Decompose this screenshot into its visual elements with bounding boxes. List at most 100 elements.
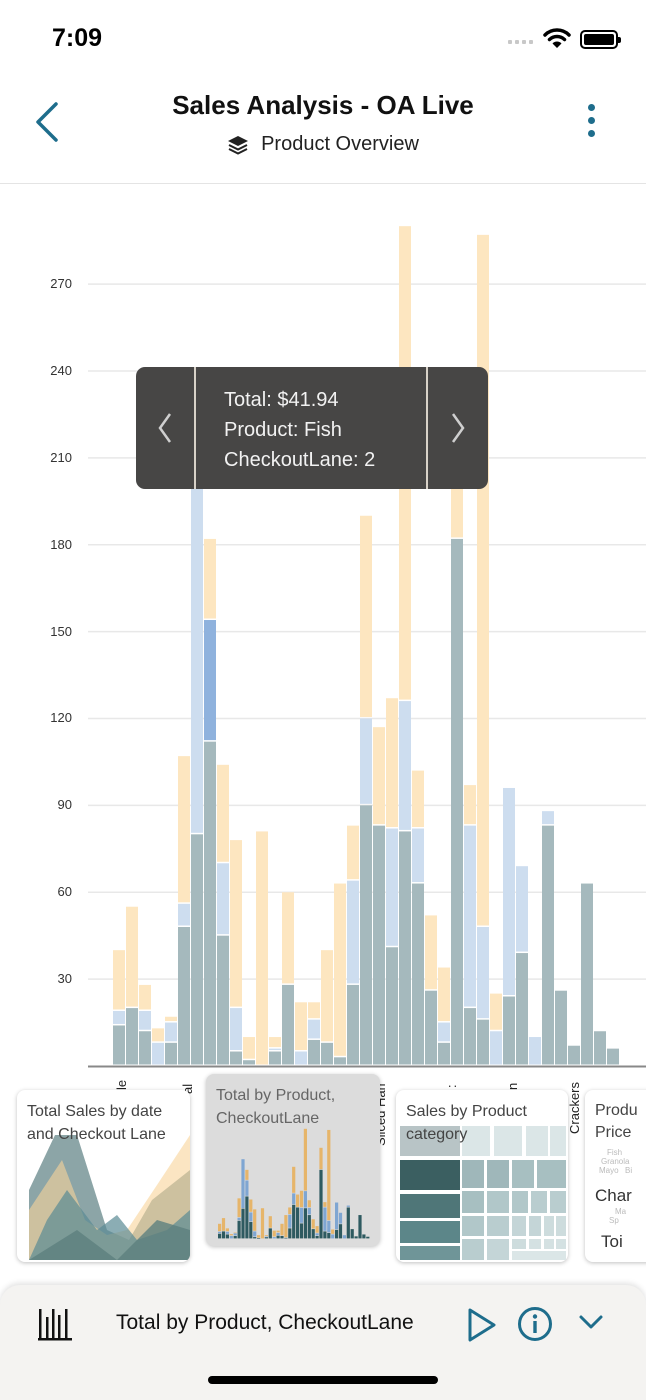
- bar-segment[interactable]: [386, 698, 398, 828]
- bar-segment[interactable]: [412, 828, 424, 883]
- back-button[interactable]: [30, 98, 70, 146]
- bar-segment[interactable]: [386, 947, 398, 1065]
- bar-segment[interactable]: [425, 915, 437, 990]
- bar-segment[interactable]: [269, 1048, 281, 1051]
- more-options-button[interactable]: [578, 104, 604, 144]
- bar-segment[interactable]: [334, 883, 346, 1056]
- bar-segment[interactable]: [464, 1008, 476, 1065]
- bar-segment[interactable]: [308, 1039, 320, 1065]
- bar-segment[interactable]: [113, 1025, 125, 1065]
- bar-segment[interactable]: [542, 811, 554, 825]
- bar-segment[interactable]: [438, 967, 450, 1022]
- bar-segment[interactable]: [360, 805, 372, 1065]
- bar-segment[interactable]: [321, 1042, 333, 1065]
- bar-segment[interactable]: [308, 1019, 320, 1039]
- bar-segment[interactable]: [568, 1045, 580, 1065]
- bar-segment[interactable]: [152, 1042, 164, 1065]
- bar-segment[interactable]: [334, 1057, 346, 1065]
- bar-segment[interactable]: [204, 620, 216, 741]
- bar-segment[interactable]: [295, 1051, 307, 1065]
- bar-segment[interactable]: [477, 926, 489, 1019]
- bar-segment[interactable]: [269, 1051, 281, 1065]
- bar-segment[interactable]: [243, 1037, 255, 1059]
- bar-segment[interactable]: [178, 903, 190, 926]
- bar-segment[interactable]: [178, 926, 190, 1065]
- bar-segment[interactable]: [217, 764, 229, 862]
- bar-segment[interactable]: [516, 866, 528, 952]
- bar-segment[interactable]: [139, 1031, 151, 1065]
- tooltip-next-button[interactable]: [426, 367, 488, 489]
- info-button[interactable]: [517, 1306, 553, 1342]
- bar-segment[interactable]: [308, 1002, 320, 1019]
- bar-segment[interactable]: [594, 1031, 606, 1065]
- bar-segment[interactable]: [256, 831, 268, 1065]
- bar-segment[interactable]: [360, 718, 372, 804]
- bar-segment[interactable]: [412, 770, 424, 828]
- bar-segment[interactable]: [126, 1008, 138, 1065]
- bar-segment[interactable]: [321, 950, 333, 1042]
- bar-segment[interactable]: [113, 950, 125, 1010]
- bar-segment[interactable]: [230, 1008, 242, 1051]
- bar-segment[interactable]: [204, 741, 216, 1065]
- thumbnail-sales-by-category[interactable]: Sales by Product category: [396, 1090, 568, 1262]
- bar-segment[interactable]: [217, 863, 229, 935]
- bar-segment[interactable]: [438, 1022, 450, 1042]
- bar-segment[interactable]: [503, 787, 515, 995]
- thumbnail-sales-by-date[interactable]: Total Sales by date and Checkout Lane: [17, 1090, 190, 1262]
- bar-segment[interactable]: [581, 883, 593, 1065]
- bar-segment[interactable]: [542, 825, 554, 1065]
- bar-segment[interactable]: [165, 1022, 177, 1042]
- bar-segment[interactable]: [412, 883, 424, 1065]
- bar-segment[interactable]: [178, 756, 190, 903]
- play-button[interactable]: [466, 1307, 498, 1343]
- bar-segment[interactable]: [464, 785, 476, 825]
- mini-bar-segment: [233, 1232, 237, 1234]
- bar-segment[interactable]: [347, 825, 359, 880]
- bar-segment[interactable]: [152, 1028, 164, 1042]
- bar-segment[interactable]: [399, 831, 411, 1065]
- bar-segment[interactable]: [425, 990, 437, 1065]
- bar-segment[interactable]: [529, 1037, 541, 1065]
- bar-segment[interactable]: [282, 984, 294, 1065]
- bar-segment[interactable]: [139, 1010, 151, 1030]
- bar-segment[interactable]: [516, 953, 528, 1065]
- bar-segment[interactable]: [360, 515, 372, 717]
- bar-segment[interactable]: [165, 1016, 177, 1022]
- bar-segment[interactable]: [373, 825, 385, 1065]
- bar-segment[interactable]: [282, 892, 294, 984]
- bar-segment[interactable]: [113, 1010, 125, 1024]
- bar-segment[interactable]: [607, 1048, 619, 1065]
- bar-segment[interactable]: [438, 1042, 450, 1065]
- bar-segment[interactable]: [347, 984, 359, 1065]
- mini-bar-segment: [268, 1216, 272, 1228]
- bar-segment[interactable]: [217, 935, 229, 1065]
- bar-segment[interactable]: [126, 906, 138, 1007]
- bar-segment[interactable]: [204, 538, 216, 619]
- bar-segment[interactable]: [191, 834, 203, 1065]
- bar-segment[interactable]: [373, 727, 385, 825]
- bar-segment[interactable]: [555, 990, 567, 1065]
- bar-segment[interactable]: [490, 993, 502, 1030]
- bar-segment[interactable]: [477, 234, 489, 926]
- bar-segment[interactable]: [295, 1002, 307, 1051]
- bar-segment[interactable]: [503, 996, 515, 1065]
- bar-segment[interactable]: [230, 840, 242, 1007]
- bar-segment[interactable]: [386, 828, 398, 946]
- tooltip-prev-button[interactable]: [136, 367, 196, 489]
- thumbnail-product-price[interactable]: Produ Price Fish Granola Mayo Bi Char Ma…: [585, 1090, 646, 1262]
- bar-segment[interactable]: [269, 1037, 281, 1048]
- chevron-down-icon[interactable]: [578, 1313, 604, 1331]
- bar-segment[interactable]: [451, 538, 463, 1065]
- bar-segment[interactable]: [165, 1042, 177, 1065]
- bar-segment[interactable]: [477, 1019, 489, 1065]
- bar-segment[interactable]: [347, 880, 359, 984]
- canvas-selector[interactable]: Product Overview: [0, 133, 646, 156]
- bar-segment[interactable]: [490, 1031, 502, 1065]
- thumbnail-total-by-product[interactable]: Total by Product, CheckoutLane: [206, 1074, 380, 1246]
- bar-segment[interactable]: [243, 1060, 255, 1065]
- bar-segment[interactable]: [399, 701, 411, 830]
- bar-segment[interactable]: [139, 984, 151, 1010]
- bar-segment[interactable]: [230, 1051, 242, 1065]
- bar-segment[interactable]: [464, 825, 476, 1007]
- bar-segment[interactable]: [191, 457, 203, 833]
